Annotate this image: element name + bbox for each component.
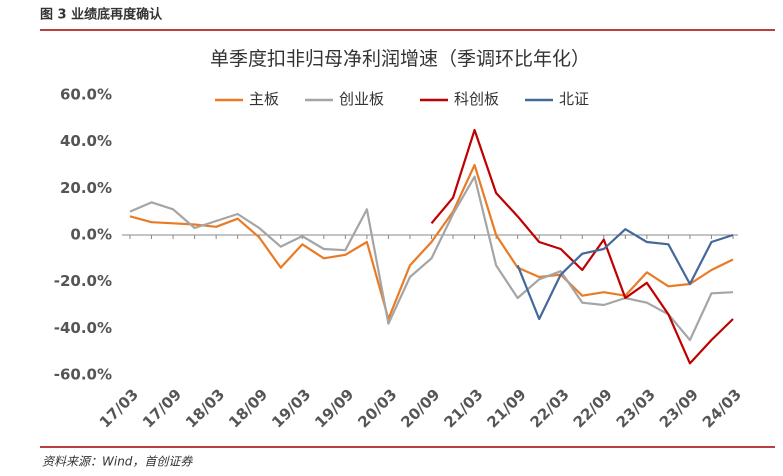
y-tick-label: -40.0%	[54, 319, 112, 337]
y-tick-label: 0.0%	[70, 226, 112, 244]
series-line	[430, 128, 734, 365]
x-tick-label: 23/03	[613, 385, 659, 431]
y-tick-label: 60.0%	[60, 86, 112, 104]
series-line	[129, 163, 734, 321]
y-tick-label: 20.0%	[60, 179, 112, 197]
x-tick-label: 24/03	[699, 385, 745, 431]
x-tick-label: 18/09	[225, 385, 271, 431]
chart-title: 单季度扣非归母净利润增速（季调环比年化）	[210, 48, 590, 70]
y-tick-label: -20.0%	[54, 272, 112, 290]
x-tick-label: 20/09	[397, 385, 443, 431]
figure-header: 图 3 业绩底再度确认	[40, 7, 163, 23]
x-tick-label: 20/03	[354, 385, 400, 431]
legend-label: 科创板	[454, 90, 499, 108]
y-tick-label: -60.0%	[54, 366, 112, 384]
y-tick-label: 40.0%	[60, 132, 112, 150]
series-line	[129, 175, 734, 342]
x-tick-label: 23/09	[656, 385, 702, 431]
x-tick-label: 21/03	[440, 385, 486, 431]
x-tick-label: 17/09	[139, 385, 185, 431]
x-tick-label: 22/03	[527, 385, 573, 431]
x-tick-label: 18/03	[182, 385, 228, 431]
legend-label: 创业板	[339, 90, 384, 108]
x-tick-label: 17/03	[96, 385, 142, 431]
source: 资料来源：Wind，首创证券	[42, 455, 193, 469]
legend-label: 北证	[559, 90, 589, 108]
x-tick-label: 19/03	[268, 385, 314, 431]
x-tick-label: 21/09	[484, 385, 530, 431]
series-line	[516, 228, 734, 321]
x-tick-label: 22/09	[570, 385, 616, 431]
legend-label: 主板	[249, 90, 279, 108]
x-tick-label: 19/09	[311, 385, 357, 431]
